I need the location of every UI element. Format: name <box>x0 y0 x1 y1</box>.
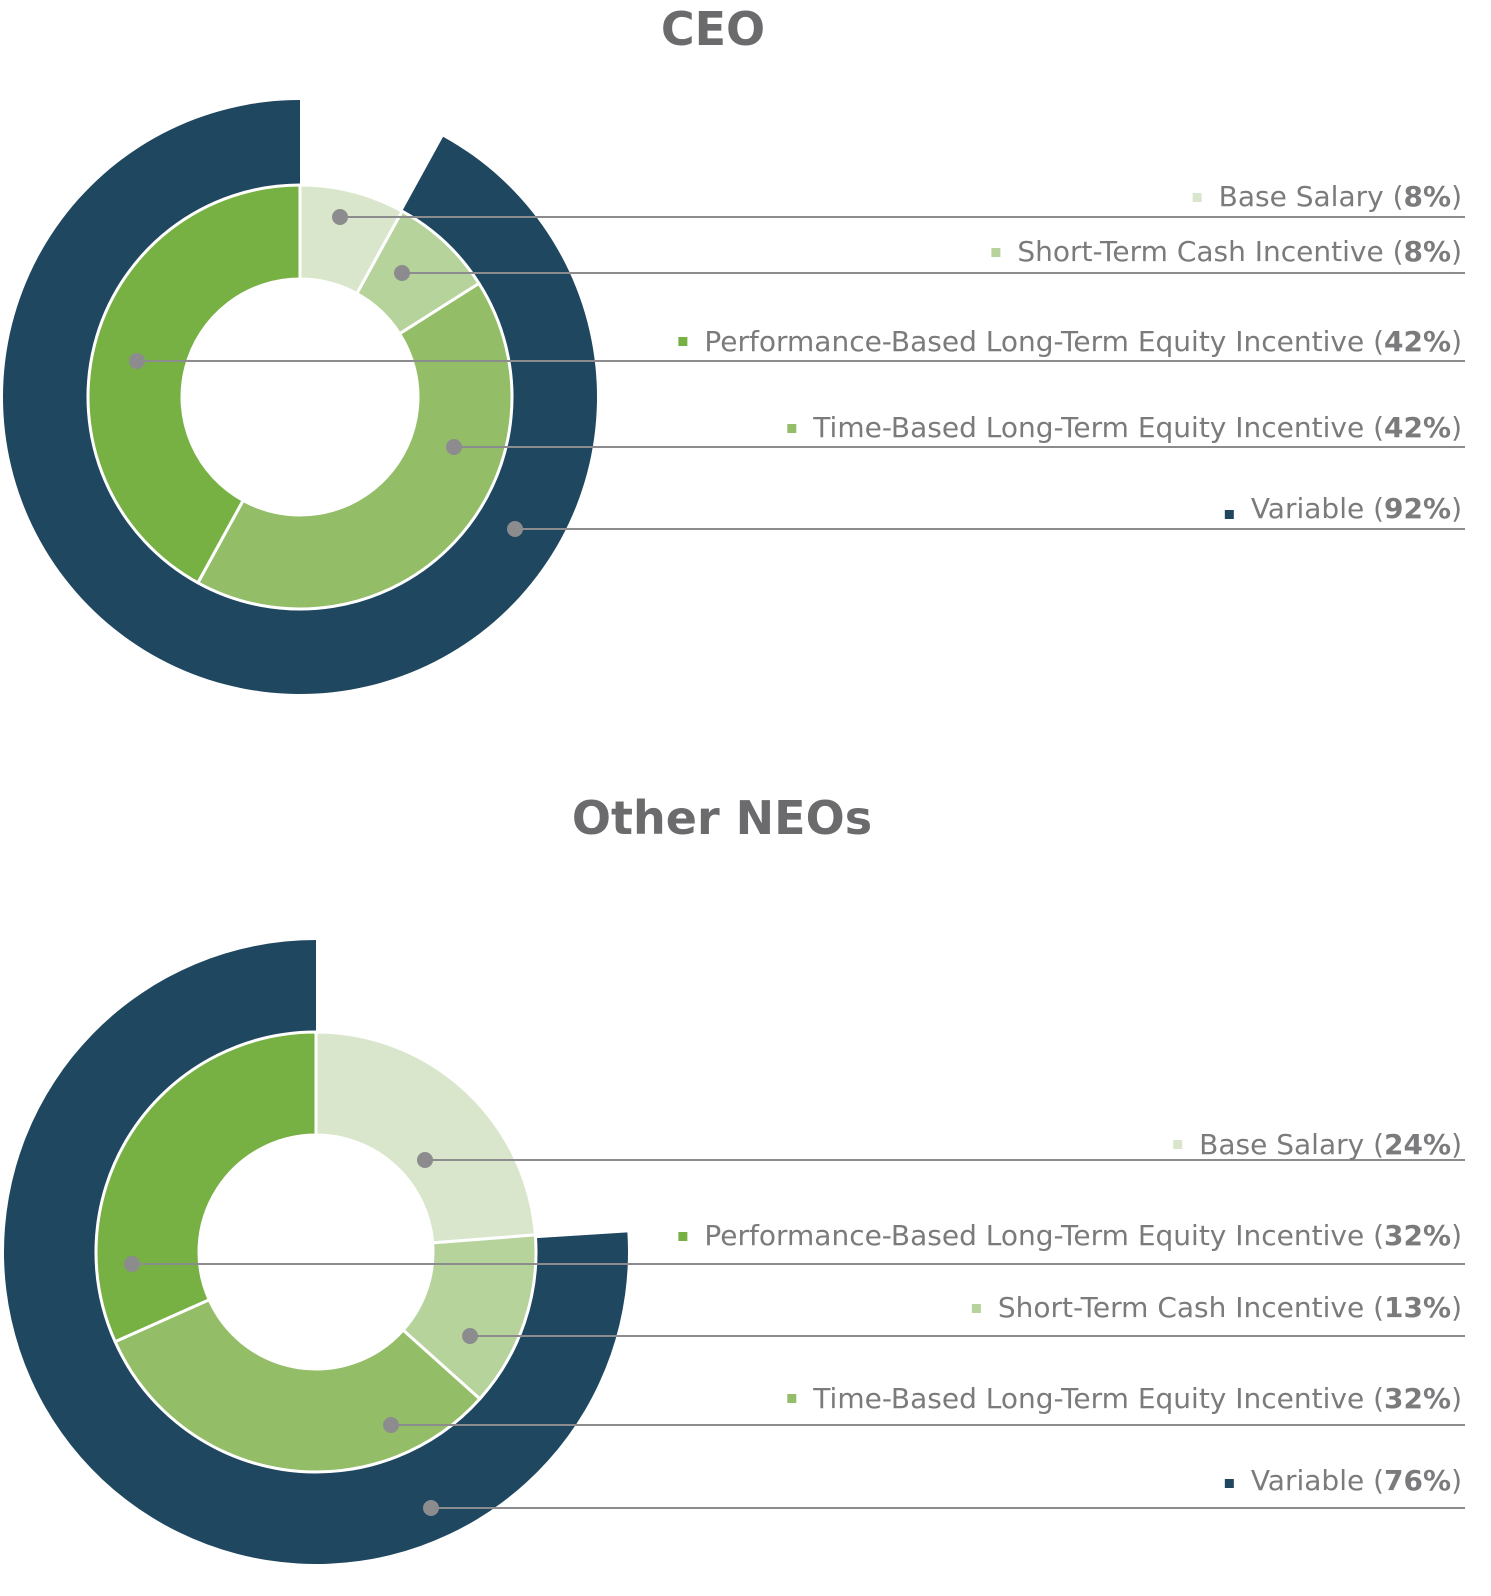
other-neos-performance-based-long-term-equity-incentive-legend-marker <box>678 1232 688 1241</box>
other-neos-base-salary-leader-dot <box>417 1152 433 1168</box>
ceo-performance-based-long-term-equity-incentive-leader-dot <box>129 353 145 369</box>
ceo-base-salary-legend-marker <box>1192 193 1202 202</box>
ceo-performance-based-long-term-equity-incentive-legend-marker <box>678 337 688 346</box>
ceo-variable-legend-label: Variable (92%) <box>1251 492 1462 525</box>
ceo-inner-slice-time-based-long-term-equity-incentive <box>196 281 514 611</box>
ceo-variable-leader-dot <box>507 521 523 537</box>
ceo-short-term-cash-incentive-legend-label: Short-Term Cash Incentive (8%) <box>1017 235 1462 268</box>
other-neos-variable-legend-label: Variable (76%) <box>1251 1464 1462 1497</box>
ceo-base-salary-legend-label: Base Salary (8%) <box>1219 180 1462 213</box>
ceo-chart-title: CEO <box>661 2 765 56</box>
ceo-time-based-long-term-equity-incentive-leader-dot <box>446 439 462 455</box>
other-neos-short-term-cash-incentive-legend-label: Short-Term Cash Incentive (13%) <box>998 1291 1462 1324</box>
other-neos-time-based-long-term-equity-incentive-legend-label: Time-Based Long-Term Equity Incentive (3… <box>812 1382 1462 1415</box>
ceo-short-term-cash-incentive-legend-marker <box>991 248 1001 257</box>
other-neos-performance-based-long-term-equity-incentive-legend-label: Performance-Based Long-Term Equity Incen… <box>704 1219 1462 1252</box>
ceo-inner-slice-performance-based-long-term-equity-incentive <box>86 183 302 585</box>
other-neos-time-based-long-term-equity-incentive-leader-dot <box>383 1417 399 1433</box>
other-neos-chart-title: Other NEOs <box>572 791 872 845</box>
other-neos-base-salary-legend-label: Base Salary (24%) <box>1199 1128 1462 1161</box>
other-neos-variable-leader-dot <box>423 1500 439 1516</box>
other-neos-time-based-long-term-equity-incentive-legend-marker <box>787 1394 797 1403</box>
ceo-performance-based-long-term-equity-incentive-legend-label: Performance-Based Long-Term Equity Incen… <box>704 325 1462 358</box>
other-neos-short-term-cash-incentive-leader-dot <box>462 1328 478 1344</box>
ceo-time-based-long-term-equity-incentive-legend-marker <box>787 424 797 433</box>
other-neos-variable-legend-marker <box>1224 1479 1234 1488</box>
ceo-variable-legend-marker <box>1224 510 1234 519</box>
other-neos-inner-slice-base-salary <box>314 1030 537 1245</box>
ceo-base-salary-leader-dot <box>332 209 348 225</box>
ceo-time-based-long-term-equity-incentive-legend-label: Time-Based Long-Term Equity Incentive (4… <box>812 411 1462 444</box>
other-neos-performance-based-long-term-equity-incentive-leader-dot <box>124 1256 140 1272</box>
other-neos-short-term-cash-incentive-legend-marker <box>971 1304 981 1313</box>
other-neos-base-salary-legend-marker <box>1173 1140 1183 1149</box>
ceo-short-term-cash-incentive-leader-dot <box>394 265 410 281</box>
